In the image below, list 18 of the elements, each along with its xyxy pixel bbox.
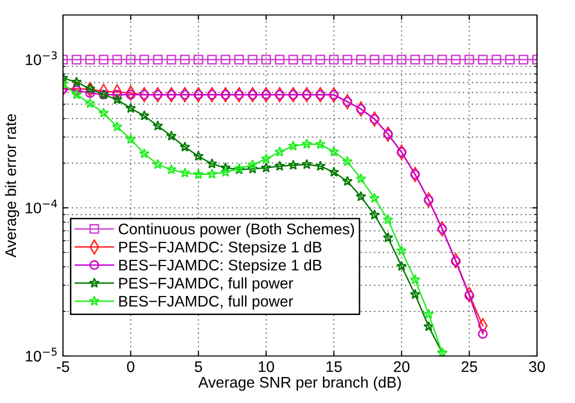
y-tick-label: 10$^{−3}$ [26,51,57,66]
x-tick-label: 10 [258,361,274,372]
x-tick-label: 20 [394,361,410,372]
x-tick-label: 15 [326,361,342,372]
x-tick-label: 30 [529,361,545,372]
legend-label: Continuous power (Both Schemes) [118,223,354,238]
x-axis-title: Average SNR per branch (dB) [198,376,401,391]
x-tick-label: 0 [127,361,134,372]
legend-label: BES−FJAMDC: Stepsize 1 dB [119,259,322,274]
legend-label: PES−FJAMDC: Stepsize 1 dB [119,241,322,256]
y-tick-label: 10$^{−4}$ [26,200,57,214]
legend-label: PES−FJAMDC, full power [119,277,294,292]
x-tick-label: -5 [56,361,70,372]
y-axis-title: Average bit error rate [4,114,20,258]
x-tick-label: 5 [194,361,202,372]
x-tick-label: 25 [462,361,478,372]
legend-label: BES−FJAMDC, full power [119,295,294,310]
y-tick-label: 10$^{−5}$ [26,348,57,362]
